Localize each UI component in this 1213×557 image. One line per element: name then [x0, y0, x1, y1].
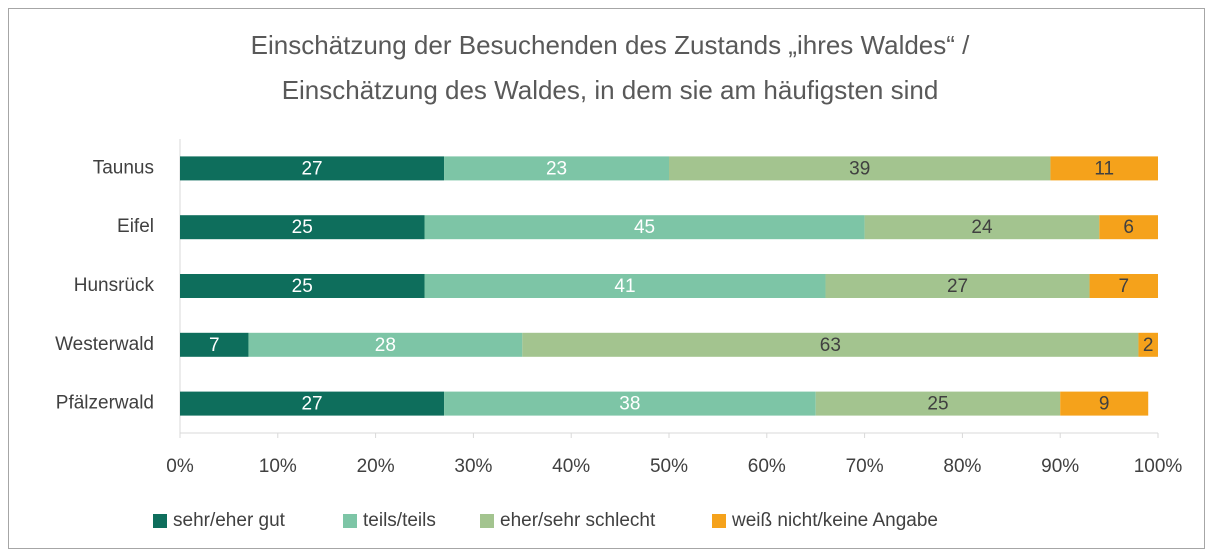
x-tick-label: 40% — [552, 456, 590, 477]
data-label: 38 — [619, 394, 640, 415]
bar-segment — [1089, 274, 1158, 298]
legend-label: eher/sehr schlecht — [500, 510, 656, 531]
bar-segment — [815, 391, 1061, 416]
legend-label: teils/teils — [363, 510, 436, 531]
data-label: 63 — [820, 335, 841, 356]
chart-title: Einschätzung des Waldes, in dem sie am h… — [282, 75, 939, 105]
x-tick-label: 50% — [650, 456, 688, 477]
bar-segment — [669, 156, 1051, 181]
x-tick-label: 30% — [454, 456, 492, 477]
x-tick-label: 80% — [943, 456, 981, 477]
data-label: 39 — [849, 158, 870, 179]
bar-segment — [444, 156, 669, 181]
bar-segment — [180, 156, 445, 181]
legend-swatch — [343, 514, 357, 528]
x-tick-label: 20% — [357, 456, 395, 477]
legend-swatch — [153, 514, 167, 528]
data-label: 9 — [1099, 394, 1110, 415]
data-label: 23 — [546, 158, 567, 179]
data-label: 11 — [1094, 158, 1114, 179]
x-tick-label: 70% — [846, 456, 884, 477]
x-tick-label: 90% — [1041, 456, 1079, 477]
bar-segment — [864, 215, 1100, 240]
y-tick-label: Pfälzerwald — [56, 393, 154, 414]
y-tick-label: Hunsrück — [74, 275, 155, 296]
data-label: 24 — [971, 217, 993, 238]
data-label: 7 — [209, 335, 220, 356]
bar-segment — [248, 332, 523, 357]
bar-segment — [424, 215, 865, 240]
x-tick-label: 0% — [166, 456, 194, 477]
x-tick-label: 10% — [259, 456, 297, 477]
y-tick-label: Westerwald — [55, 334, 154, 355]
bar-segment — [1050, 156, 1158, 181]
data-label: 6 — [1123, 217, 1134, 238]
legend-swatch — [480, 514, 494, 528]
y-tick-label: Taunus — [93, 157, 154, 178]
bar-segment — [522, 332, 1139, 357]
legend-label: sehr/eher gut — [173, 510, 286, 531]
chart-title: Einschätzung der Besuchenden des Zustand… — [251, 30, 971, 60]
bar-segment — [825, 274, 1090, 298]
legend-swatch — [712, 514, 726, 528]
x-tick-label: 100% — [1134, 456, 1183, 477]
data-label: 27 — [947, 276, 968, 297]
data-label: 7 — [1118, 276, 1129, 297]
bar-segment — [180, 215, 425, 240]
y-tick-label: Eifel — [117, 216, 154, 237]
legend-label: weiß nicht/keine Angabe — [731, 510, 938, 531]
bar-segment — [180, 274, 425, 298]
data-label: 27 — [301, 394, 322, 415]
data-label: 45 — [634, 217, 655, 238]
data-label: 41 — [614, 276, 635, 297]
bar-segment — [444, 391, 816, 416]
bar-segment — [180, 391, 445, 416]
data-label: 25 — [292, 276, 313, 297]
bar-segment — [424, 274, 826, 298]
x-tick-label: 60% — [748, 456, 786, 477]
data-label: 2 — [1143, 335, 1154, 356]
bar-segment — [180, 332, 249, 357]
data-label: 25 — [292, 217, 313, 238]
bar-segment — [1138, 332, 1158, 357]
data-label: 28 — [375, 335, 396, 356]
data-label: 27 — [301, 158, 322, 179]
bar-segment — [1060, 391, 1149, 416]
bar-segment — [1099, 215, 1158, 240]
data-label: 25 — [927, 394, 948, 415]
